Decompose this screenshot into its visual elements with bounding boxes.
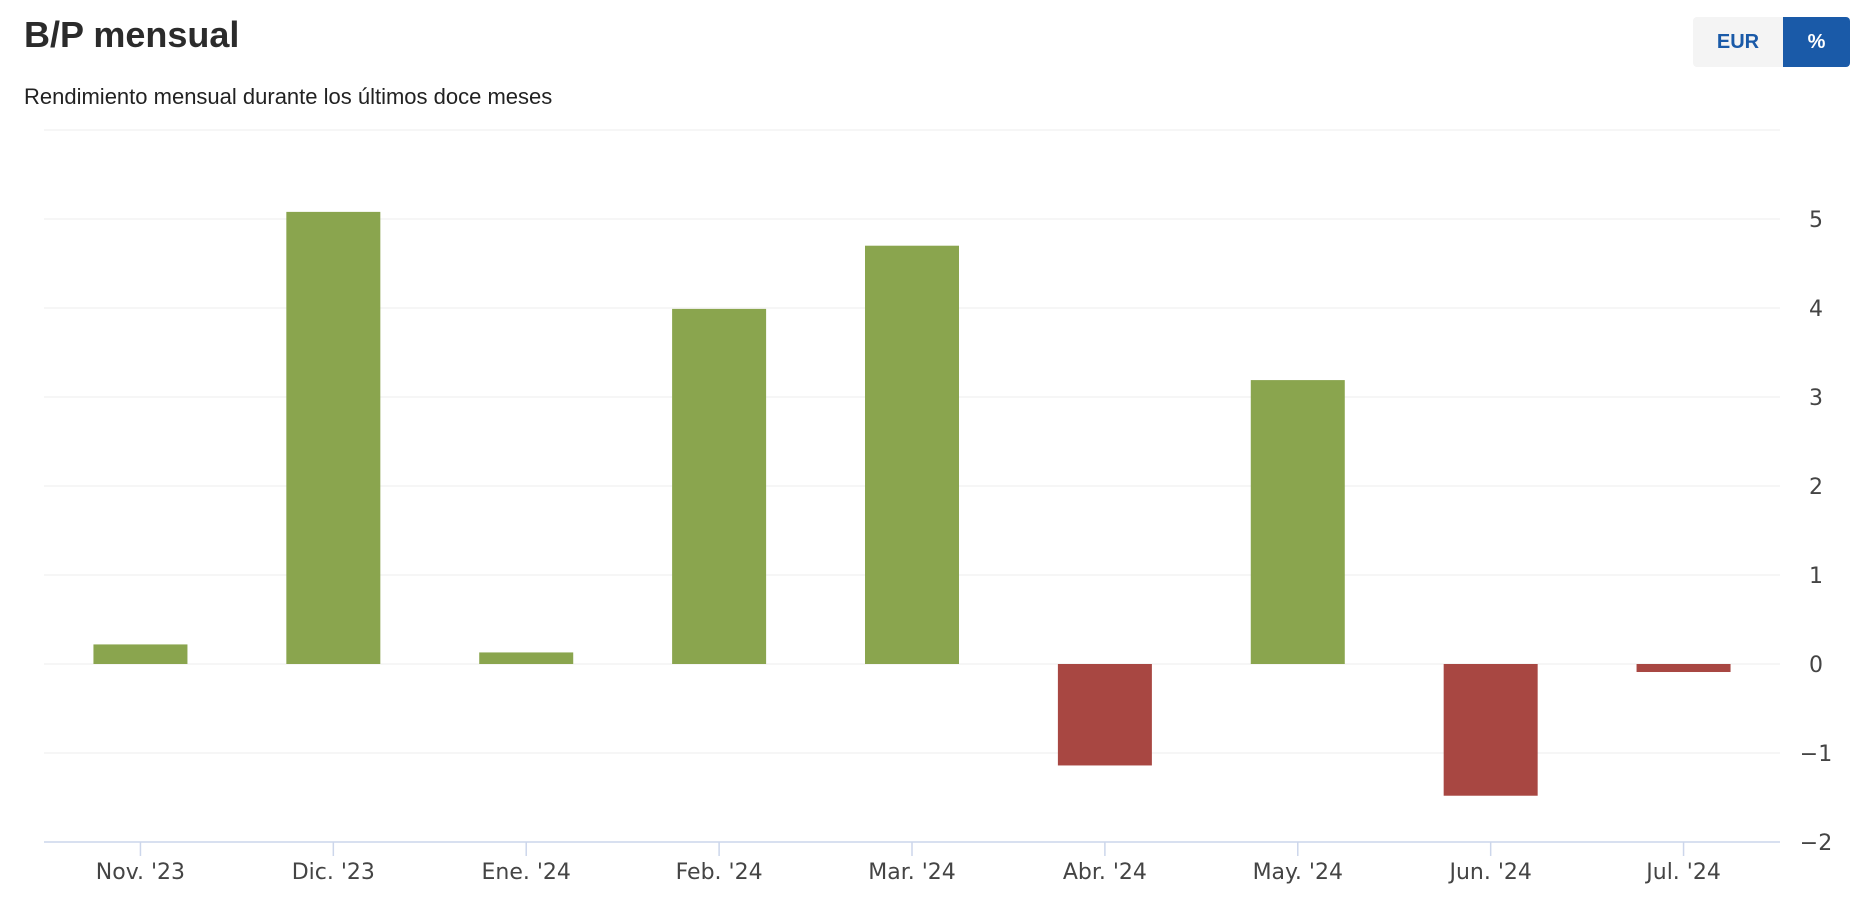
y-tick-label: −2	[1800, 831, 1832, 856]
y-axis-labels: 5 4 3 2 1 0 −1 −2	[1800, 208, 1832, 856]
x-tick-label: Mar. '24	[868, 860, 956, 885]
y-tick-label: 5	[1809, 208, 1823, 233]
bar-2[interactable]	[479, 652, 574, 664]
y-tick-label: 0	[1809, 653, 1823, 678]
y-tick-label: −1	[1800, 742, 1832, 767]
y-tick-label: 2	[1809, 475, 1823, 500]
bar-0[interactable]	[93, 644, 188, 664]
x-tick-label: Jul. '24	[1644, 860, 1721, 885]
x-axis	[44, 841, 1780, 856]
bar-5[interactable]	[1057, 664, 1152, 766]
x-tick-label: Dic. '23	[292, 860, 375, 885]
y-tick-label: 4	[1809, 297, 1823, 322]
eur-button[interactable]: EUR	[1693, 17, 1783, 67]
x-tick-label: May. '24	[1253, 860, 1343, 885]
y-tick-label: 1	[1809, 564, 1823, 589]
y-tick-label: 3	[1809, 386, 1823, 411]
x-tick-label: Ene. '24	[482, 860, 571, 885]
x-tick-label: Nov. '23	[96, 860, 185, 885]
bars	[93, 211, 1731, 796]
bar-4[interactable]	[865, 245, 959, 664]
bar-6[interactable]	[1250, 380, 1345, 664]
x-axis-labels: Nov. '23 Dic. '23 Ene. '24 Feb. '24 Mar. '24…	[96, 860, 1721, 885]
percent-button[interactable]: %	[1783, 17, 1850, 67]
bar-1[interactable]	[286, 211, 381, 664]
bar-3[interactable]	[672, 308, 767, 664]
unit-toggle: EUR %	[1693, 17, 1850, 67]
x-tick-label: Jun. '24	[1447, 860, 1531, 885]
bar-8[interactable]	[1636, 664, 1731, 673]
bar-7[interactable]	[1443, 664, 1538, 796]
chart-subtitle: Rendimiento mensual durante los últimos …	[24, 84, 553, 109]
chart-title: B/P mensual	[24, 14, 240, 55]
x-tick-label: Feb. '24	[676, 860, 763, 885]
x-tick-label: Abr. '24	[1063, 860, 1147, 885]
